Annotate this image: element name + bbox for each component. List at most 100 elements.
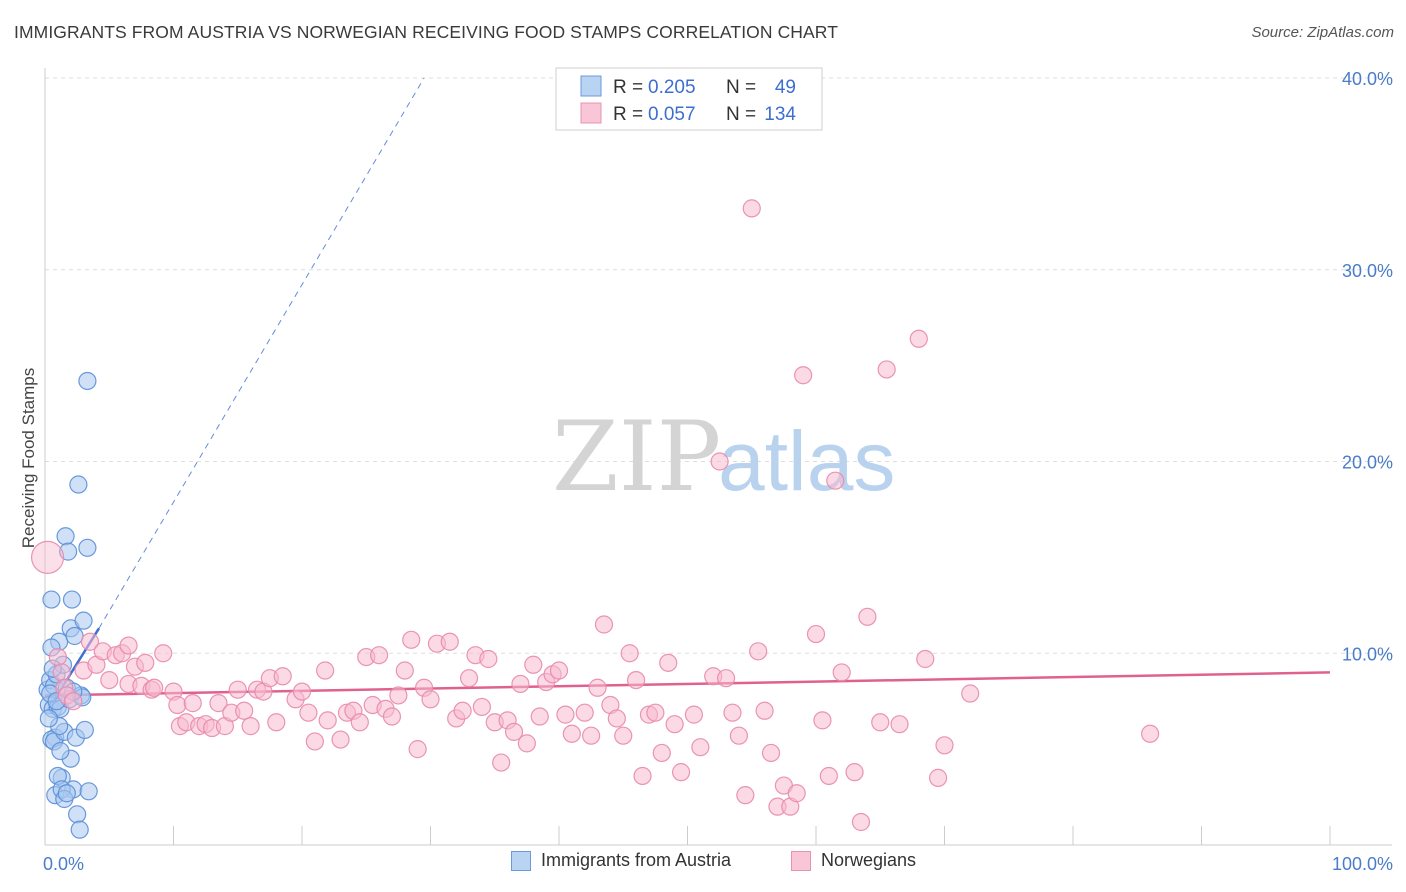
norwegian-point-25	[183, 694, 202, 713]
norwegian-point-74	[517, 734, 536, 753]
swatch-norwegians	[791, 850, 811, 871]
norwegian-point-58	[408, 740, 427, 759]
source-credit: Source: ZipAtlas.com	[1251, 24, 1394, 41]
norwegian-point-121	[851, 812, 871, 832]
y-tick-label-30: 30.0%	[1342, 261, 1393, 281]
norwegian-point-128	[928, 768, 948, 787]
austria-point-16	[56, 527, 75, 546]
legend-swatch-pink	[580, 102, 602, 124]
norwegian-point-114	[794, 366, 813, 385]
norwegian-point-131	[1140, 724, 1160, 743]
norwegian-point-55	[389, 686, 408, 705]
norwegian-point-106	[742, 199, 761, 218]
norwegian-point-0	[30, 540, 65, 574]
x-tick-label-start: 0.0%	[43, 854, 84, 874]
norwegian-point-1	[48, 647, 67, 667]
austria-point-32	[75, 720, 94, 740]
norwegian-point-123	[871, 713, 890, 732]
legend-swatch-blue	[580, 75, 602, 97]
norwegian-point-29	[209, 694, 228, 713]
austria-point-45	[57, 784, 76, 803]
norwegian-point-93	[646, 703, 665, 722]
legend-n-label-1: N =	[726, 77, 756, 98]
austria-point-27	[69, 475, 88, 494]
norwegian-point-65	[459, 669, 479, 688]
norwegian-point-120	[845, 763, 864, 782]
norwegian-point-96	[665, 715, 684, 734]
norwegian-point-103	[723, 703, 742, 722]
norwegian-point-125	[890, 715, 909, 734]
y-axis-label: Receiving Food Stamps	[19, 368, 38, 548]
norwegian-point-7	[80, 632, 100, 651]
norwegian-point-94	[652, 743, 671, 763]
norwegian-point-67	[472, 697, 491, 717]
norwegian-point-116	[813, 711, 832, 730]
y-tick-label-20: 20.0%	[1342, 453, 1393, 473]
norwegian-point-79	[549, 661, 569, 680]
austria-point-26	[68, 805, 87, 824]
norwegian-point-10	[100, 670, 119, 690]
tick-labels: 10.0% 20.0% 30.0% 40.0% 0.0% 100.0%	[43, 69, 1393, 874]
austria-point-33	[78, 371, 97, 391]
austria-point-3	[42, 590, 61, 609]
norwegian-point-2	[52, 663, 71, 682]
norwegian-point-90	[626, 670, 646, 690]
norwegian-point-98	[684, 705, 704, 724]
norwegian-point-14	[119, 636, 138, 655]
x-tick-label-end: 100.0%	[1332, 854, 1393, 874]
norwegian-point-80	[556, 705, 575, 724]
norwegian-point-89	[620, 644, 639, 663]
norwegian-point-117	[819, 766, 838, 786]
norwegian-point-39	[273, 667, 292, 686]
norwegian-point-115	[806, 624, 826, 644]
norwegian-point-82	[575, 703, 594, 722]
norwegian-point-119	[832, 663, 851, 682]
norwegian-point-56	[395, 661, 414, 680]
norwegian-point-22	[168, 695, 187, 715]
norwegian-point-5	[64, 692, 83, 711]
norwegian-point-44	[316, 661, 335, 680]
norwegian-point-73	[511, 674, 530, 694]
norwegian-point-20	[154, 644, 173, 663]
trend-lines	[44, 77, 1331, 712]
norwegian-point-113	[787, 784, 806, 803]
norwegian-point-129	[935, 736, 954, 755]
legend-n-value-2: 134	[764, 104, 796, 125]
norwegian-point-88	[614, 726, 633, 745]
norwegian-point-124	[877, 360, 896, 379]
norwegian-point-108	[755, 701, 774, 720]
bottom-legend-label-norwegians: Norwegians	[821, 850, 917, 870]
legend-r-label-1: R =	[613, 77, 643, 98]
legend-n-label-2: N =	[726, 104, 756, 125]
norwegian-point-49	[350, 713, 369, 732]
gridlines	[45, 77, 1392, 654]
austria-point-24	[65, 626, 84, 646]
norwegian-point-122	[858, 607, 877, 626]
norwegian-point-104	[729, 726, 749, 745]
norwegian-point-91	[633, 766, 652, 786]
norwegian-point-126	[909, 329, 928, 348]
bottom-legend-item-austria: Immigrants from Austria	[511, 850, 731, 871]
y-tick-label-40: 40.0%	[1342, 69, 1393, 89]
norwegian-point-127	[916, 649, 935, 669]
swatch-austria	[511, 850, 531, 871]
austria-point-31	[74, 611, 93, 630]
norwegian-point-101	[710, 452, 729, 471]
norwegian-point-102	[716, 669, 736, 688]
norwegian-point-57	[402, 630, 421, 649]
norwegian-point-62	[440, 632, 459, 651]
bottom-legend-label-austria: Immigrants from Austria	[541, 850, 732, 870]
norwegian-point-105	[736, 786, 755, 805]
norwegian-point-84	[588, 678, 607, 697]
norwegian-point-41	[292, 682, 312, 701]
norwegian-point-95	[659, 653, 678, 672]
austria-trend-extension	[98, 77, 425, 629]
norwegian-point-52	[370, 646, 389, 665]
norwegian-point-33	[235, 701, 254, 720]
norwegian-point-87	[607, 709, 626, 728]
norwegian-point-17	[136, 653, 155, 672]
norwegian-point-75	[524, 655, 543, 674]
norwegian-point-81	[562, 724, 581, 743]
norwegian-point-34	[241, 717, 260, 736]
